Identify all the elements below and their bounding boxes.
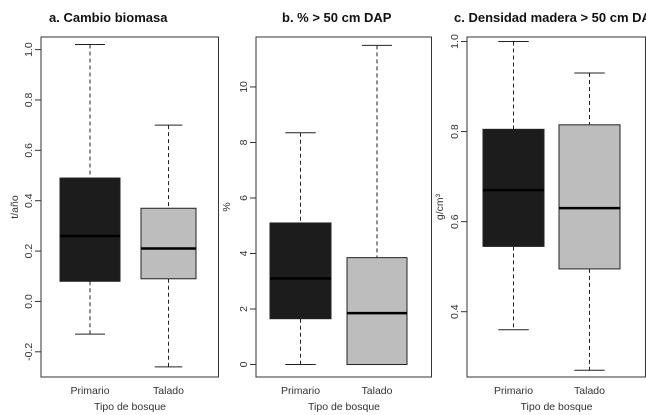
box-primario xyxy=(269,132,332,366)
y-tick-label: 1.0 xyxy=(449,34,461,49)
y-tick-label: 1.0 xyxy=(23,42,35,57)
y-tick-label: 0.8 xyxy=(449,124,461,139)
iqr-box xyxy=(346,257,408,366)
x-category-label: Talado xyxy=(574,385,605,397)
y-tick-label: 0.4 xyxy=(449,304,461,319)
panel-2: b. % > 50 cm DAP 0 2 4 6 8 10% Primario Talado Ti… xyxy=(221,10,432,413)
y-tick-label: 10 xyxy=(238,81,250,93)
x-axis-label: Tipo de bosque xyxy=(521,401,593,413)
x-category-label: Primario xyxy=(70,385,109,397)
y-axis-label: % xyxy=(221,202,233,211)
iqr-box xyxy=(482,128,545,247)
y-tick-label: 4 xyxy=(238,250,250,256)
y-tick-label: 0.6 xyxy=(449,214,461,229)
panel-title: a. Cambio biomasa xyxy=(49,10,168,25)
x-category-label: Talado xyxy=(362,385,393,397)
box-primario xyxy=(482,41,545,331)
y-tick-label: 0 xyxy=(238,361,250,367)
plot-frame xyxy=(40,36,219,378)
y-tick-label: 0.6 xyxy=(23,143,35,158)
iqr-box xyxy=(59,177,121,282)
x-axis-label: Tipo de bosque xyxy=(94,401,166,413)
y-tick-label: 6 xyxy=(238,195,250,201)
box-talado xyxy=(558,72,621,371)
x-category-label: Primario xyxy=(494,385,533,397)
x-category-label: Primario xyxy=(281,385,320,397)
y-axis-label: t/año xyxy=(9,195,21,219)
panel-title: c. Densidad madera > 50 cm DAP xyxy=(454,10,646,25)
y-axis-label: g/cm³ xyxy=(434,193,446,220)
y-tick-label: 0.2 xyxy=(23,244,35,259)
y-tick-label: 8 xyxy=(238,139,250,145)
y-tick-label: 2 xyxy=(238,306,250,312)
y-tick-label: -0.2 xyxy=(23,343,35,361)
plot-frame xyxy=(255,36,432,378)
panel-3: c. Densidad madera > 50 cm DAP 0.4 0.6 0.8 1… xyxy=(434,10,646,413)
y-tick-label: 0.0 xyxy=(23,294,35,309)
y-tick-label: 0.4 xyxy=(23,193,35,208)
box-talado xyxy=(346,44,408,366)
iqr-box xyxy=(140,207,197,280)
panel-title: b. % > 50 cm DAP xyxy=(282,10,392,25)
x-axis-label: Tipo de bosque xyxy=(308,401,380,413)
iqr-box xyxy=(269,222,332,320)
y-tick-label: 0.8 xyxy=(23,93,35,108)
panel-1: a. Cambio biomasa -0.2 0.0 0.2 0.4 0.6 0.8 1.0 t… xyxy=(9,10,219,413)
box-talado xyxy=(140,124,197,368)
box-primario xyxy=(59,44,121,335)
x-category-label: Talado xyxy=(153,385,184,397)
iqr-box xyxy=(558,124,621,270)
